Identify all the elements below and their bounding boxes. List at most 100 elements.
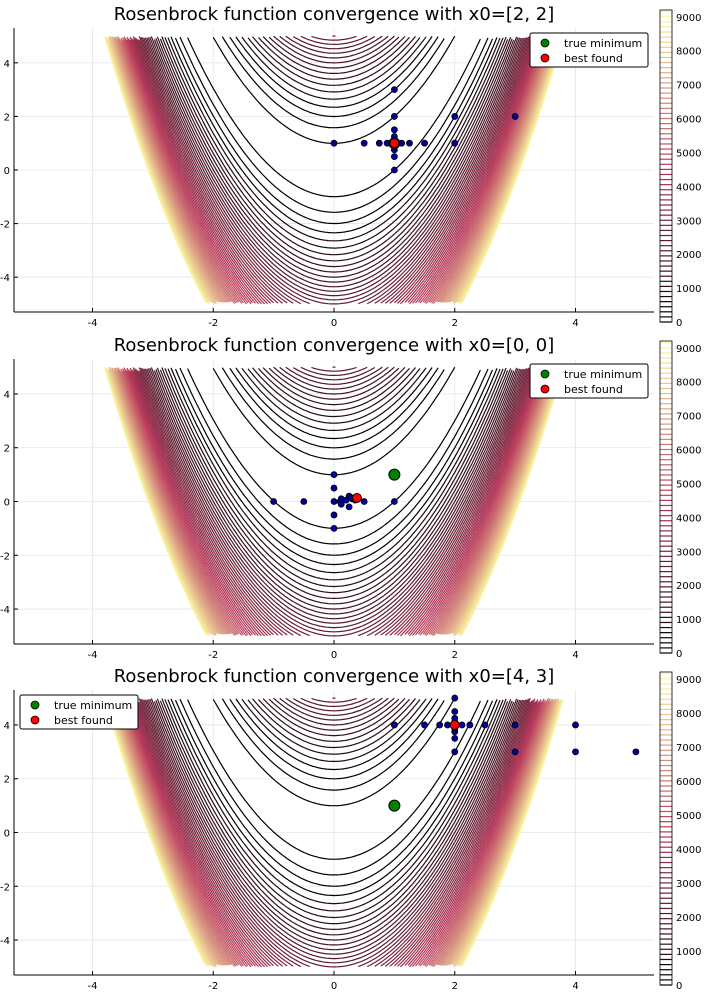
contour-line <box>147 699 521 955</box>
contour-line <box>229 36 439 118</box>
contour-line <box>129 698 539 968</box>
evaluated-point <box>300 498 308 505</box>
contour-line <box>146 699 522 960</box>
contour-line <box>111 38 557 303</box>
contour-line <box>241 698 427 762</box>
contour-line <box>170 367 498 566</box>
y-tick-label: 4 <box>4 721 10 732</box>
contour-line <box>105 39 563 304</box>
contour-line <box>122 39 546 303</box>
contour-line <box>273 35 395 64</box>
y-tick-label: -2 <box>0 220 10 231</box>
contour-line <box>285 35 383 54</box>
contour-line <box>108 371 560 635</box>
contour-line <box>128 38 540 304</box>
colorbar-tick-label: 9000 <box>676 344 701 355</box>
contour-line <box>161 367 507 588</box>
contour-line <box>140 367 528 637</box>
contour-line <box>114 701 554 966</box>
legend-box <box>529 32 649 68</box>
colorbar-tick-label: 2000 <box>676 250 701 261</box>
x-tick-label: 4 <box>572 981 578 992</box>
contour-line <box>164 37 504 249</box>
contour-line <box>131 369 537 637</box>
contour-line <box>300 366 368 376</box>
contour-line <box>273 697 395 726</box>
y-tick-label: 0 <box>4 498 10 509</box>
contour-line <box>164 368 504 581</box>
x-tick-label: 0 <box>331 981 337 992</box>
evaluated-point <box>270 498 278 505</box>
colorbar-tick-label: 6000 <box>676 115 701 126</box>
contour-line <box>138 35 531 304</box>
colorbar-frame <box>659 671 673 986</box>
colorbar-tick-label: 9000 <box>676 13 701 24</box>
contour-line <box>212 697 456 807</box>
contour-line <box>113 39 555 303</box>
contour-line <box>108 369 560 636</box>
y-tick-label: -2 <box>0 551 10 562</box>
true-minimum-point <box>388 799 401 812</box>
contour-line <box>143 37 525 305</box>
evaluated-point <box>330 139 338 147</box>
contour-line <box>149 367 519 620</box>
contour-line <box>135 369 533 636</box>
true-minimum-point <box>388 468 401 481</box>
contour-line <box>113 370 555 635</box>
colorbar-tick-label: 3000 <box>676 879 701 890</box>
contour-line <box>116 39 552 303</box>
colorbar-tick-label: 5000 <box>676 479 701 490</box>
contour-line <box>123 367 545 637</box>
x-tick-label: -4 <box>87 981 97 992</box>
contour-line <box>129 36 539 305</box>
contour-line <box>111 36 557 303</box>
colorbar-tick-label: 0 <box>676 649 682 660</box>
contour-line <box>262 697 406 737</box>
contour-line <box>119 38 549 305</box>
contour-line <box>107 699 561 966</box>
evaluated-point <box>421 721 428 729</box>
chart-title: Rosenbrock function convergence with x0=… <box>114 335 555 356</box>
colorbar-tick-label: 3000 <box>676 547 701 558</box>
contour-line <box>129 367 539 637</box>
contour-line <box>122 37 546 305</box>
contour-line <box>164 699 504 912</box>
contour-line <box>125 369 543 636</box>
y-tick-label: -4 <box>0 605 10 616</box>
contour-line <box>117 700 551 966</box>
contour-line <box>179 36 489 213</box>
contour-line <box>108 700 560 967</box>
contour-line <box>128 700 540 967</box>
contour-line <box>241 367 427 431</box>
legend-label: true minimum <box>54 699 132 712</box>
contour-line <box>300 697 368 707</box>
contour-line <box>141 37 527 305</box>
evaluated-point <box>421 139 428 147</box>
contour-line <box>153 701 515 941</box>
colorbar-tick-label: 3000 <box>676 216 701 227</box>
contour-line <box>187 37 481 198</box>
contour-line <box>126 367 542 636</box>
x-tick-label: -4 <box>87 318 97 329</box>
contour-lines <box>104 366 564 637</box>
colorbar-tick-label: 8000 <box>676 47 701 58</box>
x-tick-label: -4 <box>87 650 97 661</box>
contour-line <box>140 698 528 968</box>
contour-line <box>138 366 531 636</box>
contour-line <box>120 698 549 967</box>
contour-line <box>110 36 558 302</box>
contour-line <box>117 698 551 966</box>
contour-line <box>167 368 501 574</box>
contour-line <box>114 370 554 635</box>
contour-line <box>111 369 557 635</box>
evaluated-point <box>451 748 459 756</box>
x-tick-label: 0 <box>331 318 337 329</box>
contour-line <box>123 39 545 304</box>
contour-line <box>138 36 530 304</box>
contour-line <box>108 697 560 967</box>
contour-line <box>141 699 527 968</box>
colorbar-tick-label: 4000 <box>676 182 701 193</box>
colorbar-tick-label: 4000 <box>676 513 701 524</box>
contour-line <box>122 371 546 635</box>
contour-line <box>292 366 376 381</box>
